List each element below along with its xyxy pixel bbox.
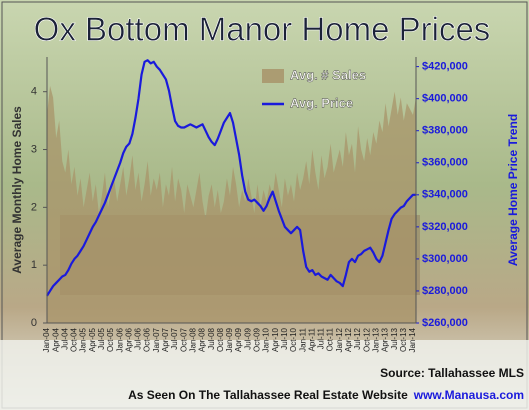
- y-tick-label: 0: [31, 317, 37, 329]
- footer-text: As Seen On The Tallahassee Real Estate W…: [128, 388, 408, 402]
- x-tick-label: Jul-04: [60, 327, 69, 349]
- y2-tick-label: $360,000: [422, 157, 468, 169]
- y2-axis-title: Average Home Price Trend: [506, 114, 520, 266]
- x-tick-label: Jan-09: [225, 327, 234, 352]
- x-tick-label: Jan-12: [335, 327, 344, 352]
- y2-tick-label: $320,000: [422, 221, 468, 233]
- footer-backdrop: [0, 340, 529, 410]
- x-tick-label: Jul-06: [134, 327, 143, 349]
- y2-tick-label: $280,000: [422, 285, 468, 297]
- y2-tick-label: $380,000: [422, 125, 468, 137]
- chart-title: Ox Bottom Manor Home Prices: [34, 11, 491, 48]
- x-tick-label: Oct-04: [70, 327, 79, 352]
- x-tick-label: Jul-11: [317, 327, 326, 349]
- x-tick-label: Jan-08: [188, 327, 197, 352]
- x-tick-label: Jan-11: [298, 327, 307, 351]
- y-tick-label: 3: [31, 143, 37, 155]
- x-tick-label: Oct-07: [179, 327, 188, 352]
- y-tick-label: 4: [31, 86, 37, 98]
- x-tick-label: Apr-07: [161, 327, 170, 352]
- x-tick-label: Oct-08: [216, 327, 225, 352]
- x-tick-label: Oct-13: [399, 327, 408, 352]
- sales-area: [47, 85, 416, 323]
- x-tick-label: Jan-13: [371, 327, 380, 352]
- y-axis-title: Average Monthly Home Sales: [10, 106, 24, 274]
- x-tick-label: Apr-08: [198, 327, 207, 352]
- x-tick-label: Jan-10: [262, 327, 271, 352]
- x-tick-label: Oct-11: [326, 327, 335, 351]
- x-tick-label: Apr-10: [271, 327, 280, 352]
- footer-note: As Seen On The Tallahassee Real Estate W…: [128, 388, 524, 402]
- website-link[interactable]: www.Manausa.com: [413, 388, 524, 402]
- x-tick-label: Jan-14: [408, 327, 417, 352]
- x-tick-label: Oct-05: [106, 327, 115, 352]
- x-tick-label: Apr-09: [234, 327, 243, 352]
- x-tick-label: Oct-09: [253, 327, 262, 352]
- y2-tick-label: $300,000: [422, 253, 468, 265]
- x-tick-label: Oct-10: [289, 327, 298, 352]
- x-tick-label: Jan-04: [42, 327, 51, 352]
- x-tick-label: Apr-11: [307, 327, 316, 351]
- price-line: [46, 59, 416, 297]
- legend-swatch: [262, 69, 284, 83]
- x-tick-label: Oct-06: [143, 327, 152, 352]
- x-tick-label: Oct-12: [362, 327, 371, 352]
- legend-label: Avg. # Sales: [290, 67, 366, 82]
- x-tick-label: Apr-06: [124, 327, 133, 352]
- x-tick-label: Jan-05: [79, 327, 88, 352]
- y-tick-label: 1: [31, 259, 37, 271]
- x-tick-label: Apr-05: [88, 327, 97, 352]
- legend-label: Avg. Price: [290, 95, 353, 110]
- x-tick-label: Jul-08: [207, 327, 216, 349]
- x-tick-label: Jul-09: [243, 327, 252, 349]
- x-tick-label: Jul-10: [280, 327, 289, 349]
- y2-tick-label: $420,000: [422, 61, 468, 73]
- y2-tick-label: $340,000: [422, 189, 468, 201]
- x-tick-label: Apr-12: [344, 327, 353, 352]
- x-tick-label: Apr-04: [51, 327, 60, 352]
- x-tick-label: Jan-06: [115, 327, 124, 352]
- x-tick-label: Jan-07: [152, 327, 161, 352]
- x-tick-label: Jul-12: [353, 327, 362, 349]
- x-tick-label: Jul-13: [390, 327, 399, 349]
- y2-tick-label: $400,000: [422, 93, 468, 105]
- y-tick-label: 2: [31, 201, 37, 213]
- x-tick-label: Apr-13: [381, 327, 390, 352]
- x-tick-label: Jul-07: [170, 327, 179, 349]
- source-note: Source: Tallahassee MLS: [380, 366, 524, 380]
- y2-tick-label: $260,000: [422, 317, 468, 329]
- x-tick-label: Jul-05: [97, 327, 106, 349]
